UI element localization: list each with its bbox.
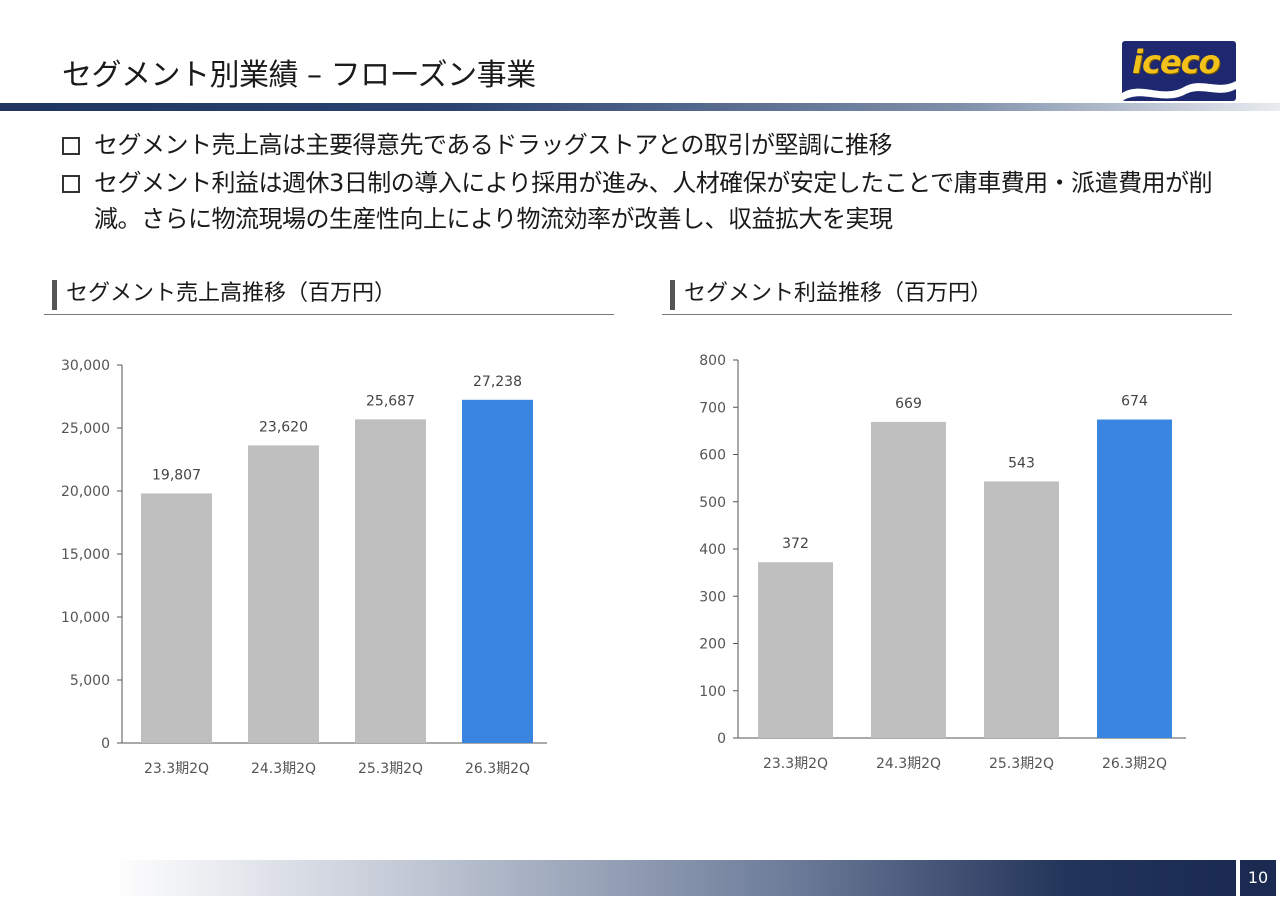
page-title: セグメント別業績 – フローズン事業 xyxy=(62,58,536,93)
y-tick-label: 0 xyxy=(717,731,726,747)
x-tick-label: 23.3期2Q xyxy=(144,761,209,777)
y-tick-label: 10,000 xyxy=(61,610,110,626)
page-number: 10 xyxy=(1240,860,1276,896)
data-label: 23,620 xyxy=(259,419,308,435)
x-tick-label: 23.3期2Q xyxy=(763,756,828,772)
bar xyxy=(248,445,319,743)
data-label: 372 xyxy=(782,536,809,552)
bar xyxy=(1097,419,1172,738)
data-label: 27,238 xyxy=(473,374,522,390)
y-tick-label: 15,000 xyxy=(61,547,110,563)
y-tick-label: 5,000 xyxy=(70,673,110,689)
bullet-square-icon xyxy=(62,137,80,155)
y-tick-label: 800 xyxy=(699,353,726,369)
bar xyxy=(141,493,212,743)
logo-wave-graphic xyxy=(1122,81,1236,101)
bullet-list: セグメント売上高は主要得意先であるドラッグストアとの取引が堅調に推移 セグメント… xyxy=(62,127,1242,239)
logo-text: iceco xyxy=(1132,43,1221,81)
section-header-profit: セグメント利益推移（百万円） xyxy=(662,278,1232,315)
data-label: 669 xyxy=(895,396,922,412)
data-label: 674 xyxy=(1121,394,1148,410)
bullet-text: セグメント売上高は主要得意先であるドラッグストアとの取引が堅調に推移 xyxy=(94,131,893,159)
bar xyxy=(871,421,946,738)
y-tick-label: 30,000 xyxy=(61,358,110,374)
y-tick-label: 300 xyxy=(699,589,726,605)
section-title-profit: セグメント利益推移（百万円） xyxy=(684,281,993,306)
company-logo: iceco xyxy=(1122,41,1236,101)
sales-bar-chart: 0 5,000 10,000 15,000 20,000 25,000 30,000 19,8… xyxy=(30,340,620,800)
x-tick-label: 25.3期2Q xyxy=(358,761,423,777)
y-tick-label: 0 xyxy=(101,736,110,752)
bullet-item-sales: セグメント売上高は主要得意先であるドラッグストアとの取引が堅調に推移 xyxy=(62,127,1242,163)
x-tick-label: 25.3期2Q xyxy=(989,756,1054,772)
x-tick-label: 26.3期2Q xyxy=(1102,756,1167,772)
bullet-item-profit: セグメント利益は週休3日制の導入により採用が進み、人材確保が安定したことで庸車費… xyxy=(62,165,1242,237)
data-label: 19,807 xyxy=(152,467,201,483)
section-marker xyxy=(670,280,675,310)
y-tick-label: 200 xyxy=(699,637,726,653)
y-tick-label: 20,000 xyxy=(61,484,110,500)
section-title-sales: セグメント売上高推移（百万円） xyxy=(66,281,397,306)
title-underline-bar xyxy=(0,103,1280,111)
x-tick-label: 24.3期2Q xyxy=(876,756,941,772)
bullet-text: セグメント利益は週休3日制の導入により採用が進み、人材確保が安定したことで庸車費… xyxy=(94,169,1213,233)
sales-chart-svg: 0 5,000 10,000 15,000 20,000 25,000 30,000 19,8… xyxy=(61,358,547,777)
bar xyxy=(462,399,533,743)
y-tick-label: 400 xyxy=(699,542,726,558)
y-tick-label: 500 xyxy=(699,495,726,511)
bar xyxy=(355,419,426,743)
data-label: 543 xyxy=(1008,455,1035,471)
section-marker xyxy=(52,280,57,310)
bar xyxy=(984,481,1059,738)
x-tick-label: 26.3期2Q xyxy=(465,761,530,777)
x-tick-label: 24.3期2Q xyxy=(251,761,316,777)
bar xyxy=(758,562,833,738)
profit-bar-chart: 0 100 200 300 400 500 600 700 800 372 23.3期2Q 669 24… xyxy=(650,340,1240,800)
y-tick-label: 600 xyxy=(699,448,726,464)
footer-gradient-bar xyxy=(110,860,1236,896)
bullet-square-icon xyxy=(62,175,80,193)
data-label: 25,687 xyxy=(366,393,415,409)
y-tick-label: 700 xyxy=(699,400,726,416)
profit-chart-svg: 0 100 200 300 400 500 600 700 800 372 23.3期2Q 669 24… xyxy=(699,353,1186,772)
y-tick-label: 100 xyxy=(699,684,726,700)
section-header-sales: セグメント売上高推移（百万円） xyxy=(44,278,614,315)
y-tick-label: 25,000 xyxy=(61,421,110,437)
